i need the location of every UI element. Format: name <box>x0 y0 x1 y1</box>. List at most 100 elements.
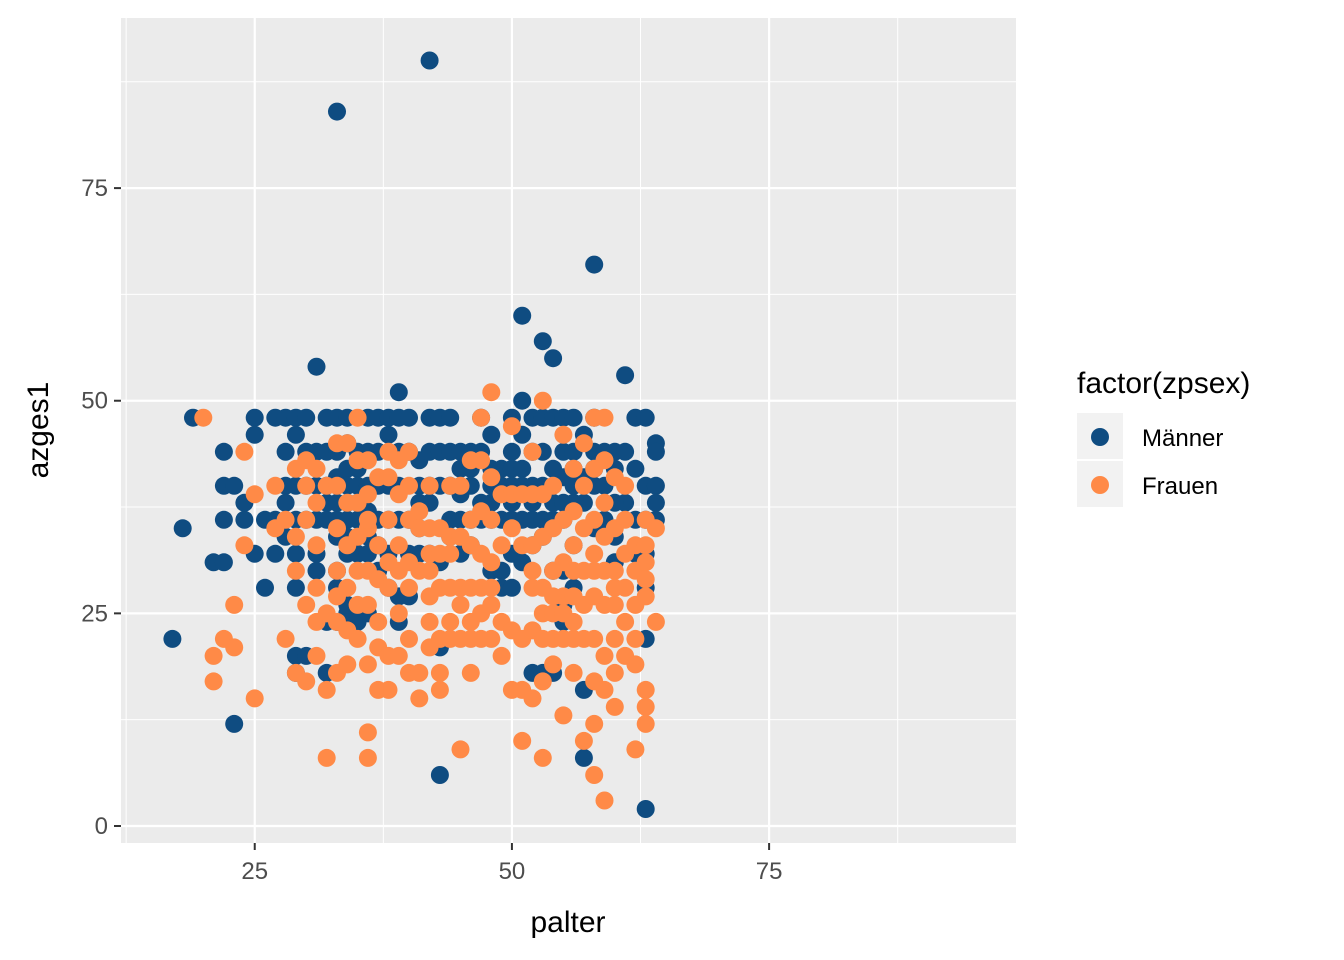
data-point <box>585 255 604 274</box>
data-point <box>636 714 655 733</box>
data-point <box>379 468 398 487</box>
data-point <box>523 561 542 580</box>
data-point <box>605 595 624 614</box>
data-point <box>482 510 501 529</box>
data-point <box>636 553 655 572</box>
data-point <box>348 408 367 427</box>
data-point <box>523 689 542 708</box>
data-point <box>358 485 377 504</box>
data-point <box>441 578 460 597</box>
data-point <box>646 519 665 538</box>
data-point <box>533 672 552 691</box>
data-point <box>585 766 604 784</box>
data-point <box>307 561 326 580</box>
data-point <box>245 485 264 504</box>
data-point <box>400 442 418 461</box>
data-point <box>513 391 532 410</box>
data-point <box>564 459 583 478</box>
data-point <box>358 748 377 767</box>
data-point <box>585 714 604 733</box>
data-point <box>245 689 264 708</box>
data-point <box>297 595 316 614</box>
data-point <box>358 451 377 470</box>
data-point <box>626 459 645 478</box>
data-point <box>595 791 614 810</box>
data-point <box>307 578 326 597</box>
y-tick-label: 75 <box>81 175 108 202</box>
data-point <box>430 680 449 699</box>
data-point <box>225 595 244 614</box>
data-point <box>626 740 645 759</box>
data-point <box>492 646 511 665</box>
data-point <box>636 800 655 818</box>
data-point <box>379 680 398 699</box>
data-point <box>544 349 563 368</box>
y-axis-title: azges1 <box>22 382 55 479</box>
data-point <box>564 612 583 631</box>
data-point <box>482 629 501 648</box>
data-point <box>482 553 501 572</box>
data-point <box>420 51 439 70</box>
data-point <box>482 595 501 614</box>
x-tick-label: 50 <box>499 858 526 885</box>
data-point <box>400 629 418 648</box>
data-point <box>616 366 635 385</box>
data-point <box>585 510 604 529</box>
data-point <box>297 672 316 691</box>
y-tick-label: 50 <box>81 388 108 415</box>
data-point <box>513 459 532 478</box>
data-point <box>626 629 645 648</box>
data-point <box>605 697 624 716</box>
data-point <box>616 476 635 495</box>
data-point <box>502 442 521 461</box>
data-point <box>214 510 233 529</box>
data-point <box>348 629 367 648</box>
data-point <box>441 612 460 631</box>
data-point <box>523 442 542 461</box>
legend-key-maenner <box>1091 428 1109 446</box>
data-point <box>235 442 254 461</box>
data-point <box>235 510 254 529</box>
data-point <box>451 476 470 495</box>
data-point <box>595 408 614 427</box>
data-point <box>420 612 439 631</box>
legend: factor(zpsex) Männer Frauen <box>1077 367 1250 507</box>
data-point <box>266 544 285 563</box>
data-point <box>605 663 624 682</box>
data-point <box>328 102 346 121</box>
data-point <box>626 655 645 674</box>
data-point <box>595 451 614 470</box>
data-point <box>585 629 604 648</box>
data-point <box>544 587 563 606</box>
data-point <box>605 629 624 648</box>
data-point <box>564 536 583 555</box>
data-point <box>461 663 480 682</box>
data-point <box>410 663 429 682</box>
data-point <box>245 408 264 427</box>
data-point <box>595 680 614 699</box>
data-point <box>245 425 264 444</box>
data-point <box>616 612 635 631</box>
data-point <box>574 476 593 495</box>
data-point <box>616 442 635 461</box>
data-point <box>554 425 573 444</box>
data-point <box>400 408 418 427</box>
data-point <box>636 587 655 606</box>
y-tick-label: 25 <box>81 600 108 627</box>
data-point <box>544 655 563 674</box>
data-point <box>544 476 563 495</box>
data-point <box>574 731 593 750</box>
data-point <box>256 578 274 597</box>
data-point <box>420 476 439 495</box>
data-point <box>307 459 326 478</box>
series-frauen <box>194 383 665 810</box>
data-point <box>389 604 408 623</box>
data-point <box>358 595 377 614</box>
data-point <box>564 408 583 427</box>
data-point <box>492 536 511 555</box>
data-point <box>369 536 388 555</box>
data-point <box>574 434 593 453</box>
data-point <box>307 493 326 512</box>
data-point <box>389 536 408 555</box>
x-tick-label: 75 <box>756 858 783 885</box>
